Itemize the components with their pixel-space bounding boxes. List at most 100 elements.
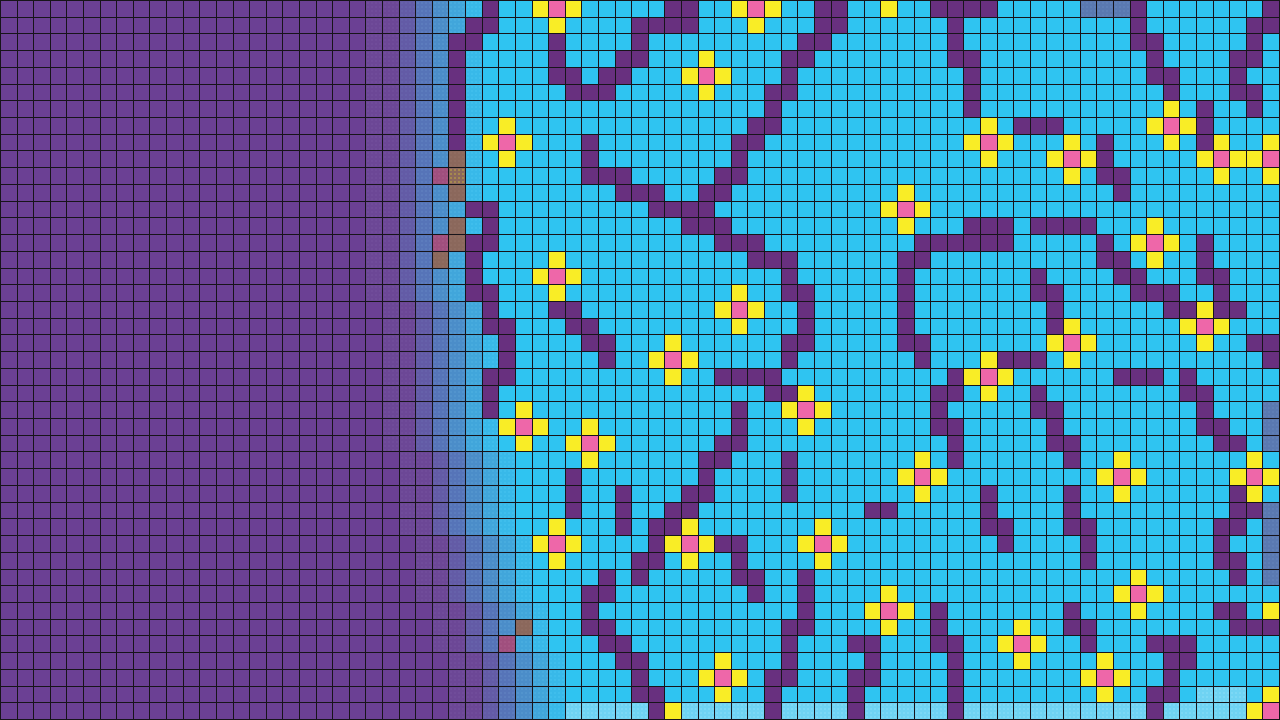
pixel-cell[interactable] [615, 419, 632, 435]
pixel-cell[interactable] [1030, 586, 1047, 602]
pixel-cell[interactable] [814, 218, 831, 235]
pixel-cell[interactable] [50, 402, 67, 419]
pixel-cell[interactable] [814, 619, 831, 636]
pixel-cell[interactable] [1230, 686, 1246, 703]
pixel-cell[interactable] [682, 251, 698, 268]
pixel-cell[interactable] [17, 419, 34, 435]
pixel-cell[interactable] [1, 402, 17, 419]
pixel-cell[interactable] [17, 469, 34, 485]
pixel-cell[interactable] [34, 619, 50, 636]
pixel-cell[interactable] [1030, 51, 1047, 67]
pixel-cell[interactable] [399, 402, 416, 419]
pixel-cell[interactable] [598, 368, 615, 385]
pixel-cell[interactable] [549, 84, 565, 101]
pixel-cell[interactable] [399, 619, 416, 636]
pixel-cell[interactable] [798, 168, 814, 184]
pixel-cell[interactable] [383, 419, 399, 435]
pixel-cell[interactable] [731, 368, 748, 385]
pixel-cell[interactable] [117, 452, 133, 469]
pixel-cell[interactable] [1196, 686, 1213, 703]
pixel-cell[interactable] [167, 636, 183, 653]
pixel-cell[interactable] [864, 452, 881, 469]
pixel-cell[interactable] [34, 385, 50, 402]
pixel-cell[interactable] [848, 686, 864, 703]
pixel-cell[interactable] [931, 67, 947, 84]
pixel-cell[interactable] [848, 1, 864, 17]
pixel-cell[interactable] [1030, 218, 1047, 235]
pixel-cell[interactable] [864, 636, 881, 653]
pixel-cell[interactable] [698, 385, 715, 402]
pixel-cell[interactable] [515, 636, 532, 653]
pixel-cell[interactable] [532, 569, 549, 586]
pixel-cell[interactable] [1263, 151, 1279, 168]
pixel-cell[interactable] [515, 669, 532, 686]
pixel-cell[interactable] [250, 268, 266, 285]
pixel-cell[interactable] [798, 34, 814, 51]
pixel-cell[interactable] [748, 536, 765, 552]
pixel-cell[interactable] [1064, 51, 1080, 67]
pixel-cell[interactable] [765, 301, 781, 318]
pixel-cell[interactable] [1180, 653, 1196, 669]
pixel-cell[interactable] [150, 268, 167, 285]
pixel-cell[interactable] [1180, 34, 1196, 51]
pixel-cell[interactable] [84, 184, 100, 201]
pixel-cell[interactable] [1014, 268, 1030, 285]
pixel-cell[interactable] [897, 653, 914, 669]
pixel-cell[interactable] [1097, 485, 1113, 502]
pixel-cell[interactable] [183, 134, 200, 151]
pixel-cell[interactable] [765, 67, 781, 84]
pixel-cell[interactable] [250, 251, 266, 268]
pixel-cell[interactable] [17, 335, 34, 352]
pixel-cell[interactable] [665, 318, 682, 335]
pixel-cell[interactable] [549, 268, 565, 285]
pixel-cell[interactable] [266, 285, 283, 301]
pixel-cell[interactable] [117, 485, 133, 502]
pixel-cell[interactable] [416, 235, 432, 251]
pixel-cell[interactable] [565, 168, 582, 184]
pixel-cell[interactable] [1080, 352, 1097, 368]
pixel-cell[interactable] [1097, 168, 1113, 184]
pixel-cell[interactable] [648, 619, 665, 636]
pixel-cell[interactable] [399, 352, 416, 368]
pixel-cell[interactable] [781, 402, 798, 419]
pixel-cell[interactable] [67, 151, 84, 168]
pixel-cell[interactable] [598, 134, 615, 151]
pixel-cell[interactable] [283, 67, 299, 84]
pixel-cell[interactable] [1130, 268, 1147, 285]
pixel-cell[interactable] [1263, 536, 1279, 552]
pixel-cell[interactable] [515, 201, 532, 218]
pixel-cell[interactable] [598, 151, 615, 168]
pixel-cell[interactable] [1113, 17, 1130, 34]
pixel-cell[interactable] [34, 168, 50, 184]
pixel-cell[interactable] [399, 268, 416, 285]
pixel-cell[interactable] [947, 552, 964, 569]
pixel-cell[interactable] [216, 151, 233, 168]
pixel-cell[interactable] [399, 686, 416, 703]
pixel-cell[interactable] [1064, 352, 1080, 368]
pixel-cell[interactable] [682, 201, 698, 218]
pixel-cell[interactable] [1064, 201, 1080, 218]
pixel-cell[interactable] [167, 17, 183, 34]
pixel-cell[interactable] [549, 552, 565, 569]
pixel-cell[interactable] [233, 402, 250, 419]
pixel-cell[interactable] [150, 485, 167, 502]
pixel-cell[interactable] [698, 619, 715, 636]
pixel-cell[interactable] [299, 201, 316, 218]
pixel-cell[interactable] [1064, 301, 1080, 318]
pixel-cell[interactable] [150, 151, 167, 168]
pixel-cell[interactable] [17, 218, 34, 235]
pixel-cell[interactable] [333, 184, 349, 201]
pixel-cell[interactable] [432, 636, 449, 653]
pixel-cell[interactable] [1047, 385, 1064, 402]
pixel-cell[interactable] [1196, 184, 1213, 201]
pixel-cell[interactable] [931, 385, 947, 402]
pixel-cell[interactable] [715, 502, 731, 519]
pixel-cell[interactable] [250, 34, 266, 51]
pixel-cell[interactable] [67, 352, 84, 368]
pixel-cell[interactable] [466, 636, 482, 653]
pixel-cell[interactable] [914, 569, 931, 586]
pixel-cell[interactable] [482, 335, 499, 352]
pixel-cell[interactable] [532, 17, 549, 34]
pixel-cell[interactable] [383, 352, 399, 368]
pixel-cell[interactable] [731, 251, 748, 268]
